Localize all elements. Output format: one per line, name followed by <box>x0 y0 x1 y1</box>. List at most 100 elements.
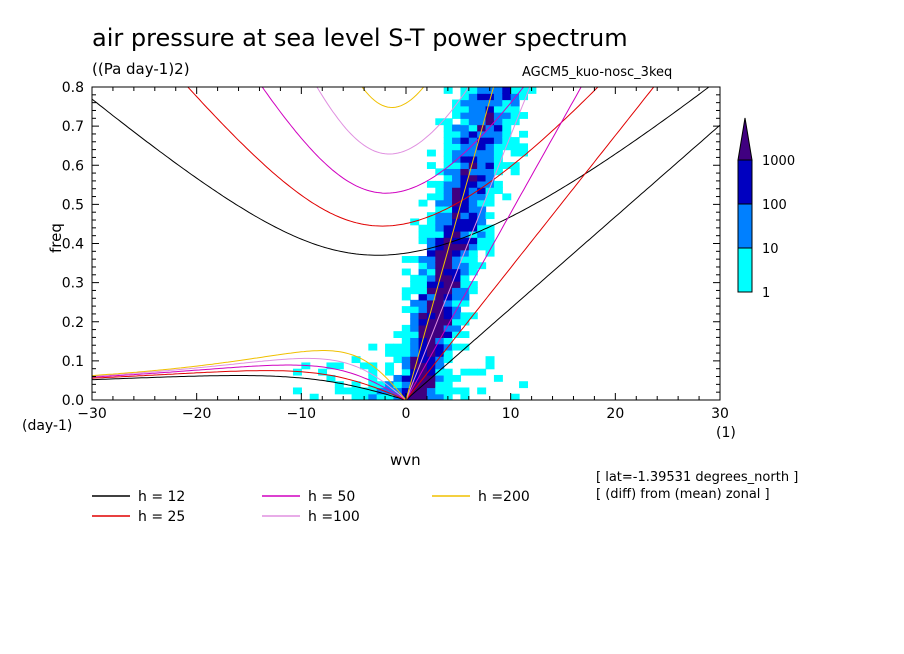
heat-cell <box>493 130 503 138</box>
legend: h = 12 h = 25 h = 50 h =100 h =200 <box>92 489 530 525</box>
heat-cell <box>452 331 462 338</box>
heat-cell <box>485 112 495 119</box>
heat-cell <box>426 193 436 201</box>
heat-cell <box>477 193 487 201</box>
heat-cell <box>460 243 470 251</box>
heat-cell <box>485 230 495 238</box>
heat-cell <box>477 387 487 395</box>
heat-cell <box>435 199 445 207</box>
heat-cell <box>318 368 328 376</box>
heat-cell <box>452 105 462 113</box>
heat-cell <box>435 331 445 338</box>
heat-cell <box>443 281 453 288</box>
heat-cell <box>426 349 436 357</box>
heat-cell <box>460 287 470 295</box>
heat-cell <box>519 112 529 119</box>
heat-cell <box>460 318 470 326</box>
heat-cell <box>426 356 436 364</box>
heat-cell <box>443 381 453 389</box>
heat-cell <box>485 243 495 251</box>
heat-cell <box>368 343 378 351</box>
heat-cell <box>485 137 495 144</box>
heat-cell <box>426 368 436 376</box>
heat-cell <box>519 381 529 389</box>
heat-cell <box>418 318 428 326</box>
heat-cell <box>452 256 462 263</box>
heat-cell <box>443 299 453 307</box>
heat-cell <box>351 381 361 389</box>
heat-cell <box>401 374 411 382</box>
heat-cell <box>452 312 462 320</box>
heat-cell <box>410 393 420 400</box>
heat-cell <box>443 262 453 270</box>
heat-cell <box>493 99 503 107</box>
heat-cell <box>485 180 495 188</box>
heat-cell <box>493 143 503 151</box>
heat-cell <box>502 112 512 119</box>
heat-cell <box>452 130 462 138</box>
heat-cell <box>435 230 445 238</box>
heat-cell <box>452 168 462 176</box>
heat-cell <box>477 130 487 138</box>
latitude-info: [ lat=-1.39531 degrees_north ] <box>596 470 798 485</box>
heat-cell <box>485 187 495 195</box>
heat-cell <box>502 105 512 113</box>
heat-cell <box>443 130 453 138</box>
heat-cell <box>477 112 487 119</box>
heat-cell <box>477 99 487 107</box>
heat-cell <box>418 349 428 357</box>
colorbar-arrow <box>737 117 753 161</box>
heat-cell <box>309 393 319 400</box>
heat-cell <box>426 149 436 157</box>
heat-cell <box>460 87 470 94</box>
heat-cell <box>443 243 453 251</box>
heat-cell <box>493 374 503 382</box>
heat-cell <box>468 256 478 263</box>
heat-cell <box>460 387 470 395</box>
heat-cell <box>477 155 487 163</box>
heat-cell <box>359 362 369 370</box>
heat-cell <box>452 281 462 288</box>
heat-cell <box>452 274 462 282</box>
heat-cell <box>493 87 503 94</box>
heat-cell <box>510 162 520 169</box>
heat-cell <box>443 331 453 338</box>
heat-cell <box>452 137 462 144</box>
heat-cell <box>418 199 428 207</box>
heat-cell <box>452 243 462 251</box>
heat-cell <box>410 256 420 263</box>
heat-cell <box>477 212 487 220</box>
heat-cell <box>435 387 445 395</box>
heat-cell <box>435 262 445 270</box>
heat-cell <box>460 180 470 188</box>
heat-cell <box>468 118 478 126</box>
heat-cell <box>401 287 411 295</box>
heat-cell <box>435 237 445 245</box>
heat-cell <box>334 381 344 389</box>
heat-cell <box>485 212 495 220</box>
heat-cell <box>452 224 462 232</box>
dispersion-curve <box>92 364 407 400</box>
heat-cell <box>460 205 470 213</box>
heat-cell <box>485 118 495 126</box>
heat-cell <box>493 180 503 188</box>
heat-cell <box>443 155 453 163</box>
heat-cell <box>468 281 478 288</box>
heat-cell <box>460 262 470 270</box>
heat-cell <box>468 168 478 176</box>
heat-cell <box>435 299 445 307</box>
heat-cell <box>443 287 453 295</box>
heat-cell <box>460 168 470 176</box>
heat-cell <box>410 368 420 376</box>
heat-cell <box>452 180 462 188</box>
x-tick-label: −10 <box>287 406 317 422</box>
heat-cell <box>443 180 453 188</box>
heat-cell <box>502 130 512 138</box>
heat-cell <box>452 174 462 182</box>
heat-cell <box>493 118 503 126</box>
heat-cell <box>443 249 453 257</box>
heat-cell <box>435 293 445 301</box>
heat-cell <box>426 230 436 238</box>
x-tick-label: −30 <box>77 406 107 422</box>
heat-cell <box>452 193 462 201</box>
